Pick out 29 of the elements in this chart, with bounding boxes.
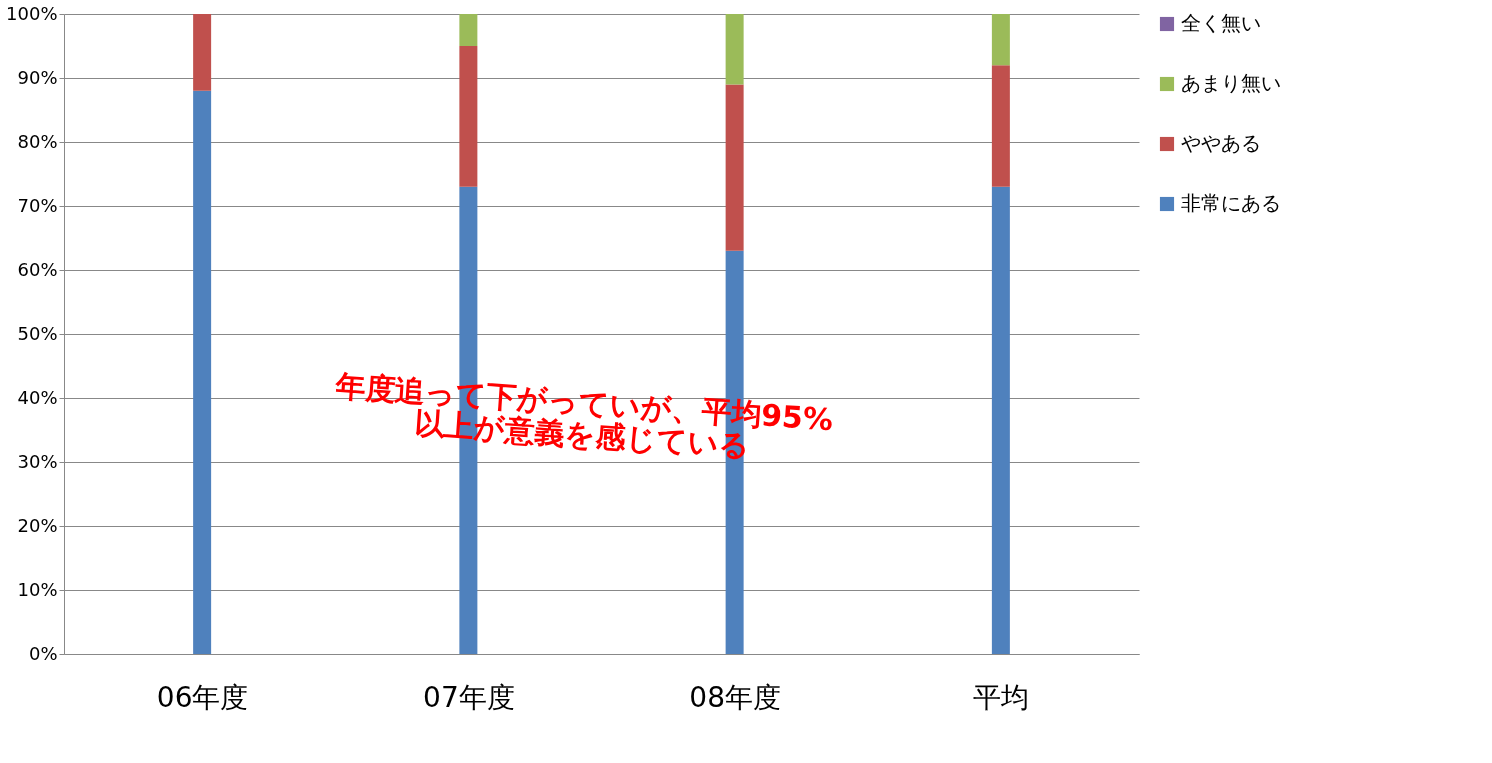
legend-label: あまり無い [1181,71,1281,95]
y-tick-label: 20% [17,514,58,536]
bar [991,186,1010,654]
bar [193,90,212,654]
x-tick-label: 平均 [973,680,1030,714]
bar [459,14,478,46]
x-tick-label: 08年度 [689,680,781,714]
y-tick-label: 90% [17,66,58,88]
bar [991,14,1010,66]
bar [193,14,212,91]
y-tick-label: 30% [17,450,58,472]
bar [725,14,744,85]
y-tick-label: 100% [6,2,58,24]
y-tick-label: 70% [17,194,58,216]
y-tick-label: 10% [17,578,58,600]
annotation: 年度追って下がっていが、平均95% 以上が意義を感じている [333,367,835,464]
y-tick-label: 50% [17,322,58,344]
bar [459,46,478,187]
legend-label: 全く無い [1181,11,1261,35]
legend-label: 非常にある [1181,191,1281,215]
x-tick-label: 07年度 [423,680,515,714]
y-tick-label: 40% [17,386,58,408]
y-tick-label: 60% [17,258,58,280]
x-tick-label: 06年度 [156,680,249,714]
bar [991,65,1010,187]
y-tick-label: 80% [17,130,58,152]
y-tick-label: 0% [28,642,58,664]
bar [725,84,744,251]
legend-label: ややある [1181,131,1261,155]
